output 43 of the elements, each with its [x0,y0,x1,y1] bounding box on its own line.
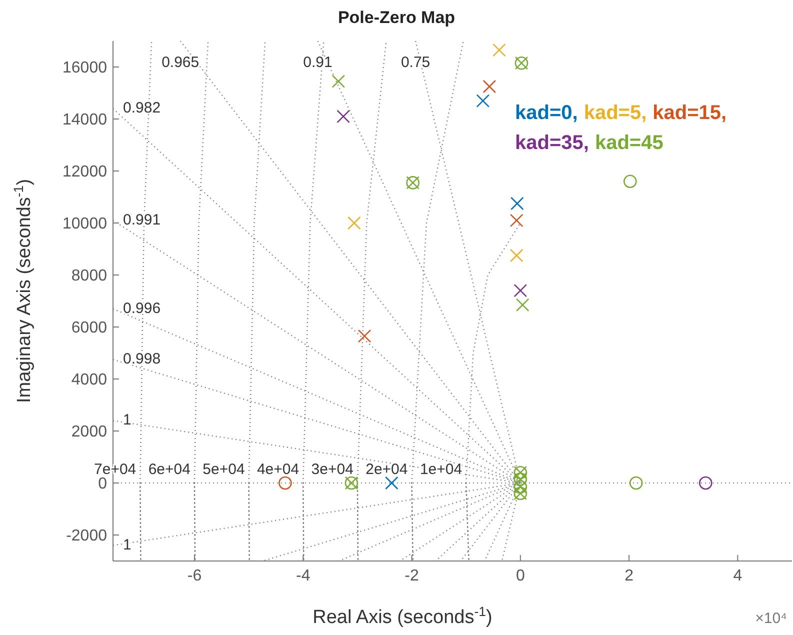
y-tick-label: 6000 [71,320,108,337]
annotation: 5e+04 [202,460,245,478]
x-tick-label: 0 [516,567,525,584]
annotation: 6e+04 [148,460,190,478]
annotation: 0.991 [123,211,161,228]
series-label: kad=0 [515,102,572,124]
y-tick-label: 12000 [62,164,108,181]
y-tick-label: 10000 [62,216,108,233]
text: ×10⁴ [755,610,787,627]
annotation: 1e+04 [420,460,462,478]
annotation: , [641,102,647,124]
text: kad=45 [594,131,664,156]
annotation: 3e+04 [311,460,354,478]
annotation: 1 [123,412,132,429]
y-tick-label: 16000 [62,60,108,77]
annotation: 4e+04 [256,460,300,478]
y-tick-label: 4000 [71,372,108,389]
y-tick-label: -2000 [66,528,108,545]
y-tick-label: 2000 [71,424,108,441]
annotation: 0.996 [123,300,161,317]
x-tick-label: -2 [404,567,419,584]
annotation: , [721,102,727,124]
annotation: 1 [123,536,132,554]
annotation: 2e+04 [366,460,408,478]
annotation: 0.965 [162,54,200,71]
annotation: 0.982 [123,100,161,117]
annotation: 0.998 [123,350,161,368]
x-tick-label: -4 [296,567,310,584]
x-tick-label: 2 [624,567,634,584]
y-tick-label: 14000 [62,112,108,129]
x-tick-label: -6 [187,567,202,584]
text: kad=5 [584,102,642,124]
chart-title: Pole-Zero Map [336,8,456,28]
annotation: 0.91 [303,54,332,71]
text: kad=35 [515,132,584,154]
x-axis-title: Real Axis (seconds$^{-1}$) [312,604,492,628]
annotation: 0.75 [400,54,430,71]
y-tick-label: 8000 [71,268,108,285]
y-tick-label: 0 [98,476,108,493]
text: kad=15 [652,102,722,124]
annotation: , [572,102,578,124]
annotation: , [583,132,589,154]
x-tick-label: 4 [733,567,742,584]
